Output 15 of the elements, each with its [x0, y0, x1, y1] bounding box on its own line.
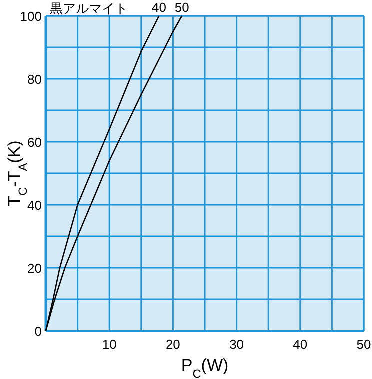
x-tick-label: 20: [166, 337, 180, 352]
x-tick-label: 10: [102, 337, 117, 352]
x-axis-title: P$_{C}$(W): [181, 356, 229, 379]
y-tick-label: 60: [28, 135, 42, 150]
y-tick-label: 0: [34, 324, 42, 339]
x-tick-label: 50: [356, 337, 372, 352]
series-label: 50: [174, 0, 190, 15]
chart-title: 黒アルマイト: [50, 1, 128, 16]
x-tick-label: 30: [230, 337, 244, 352]
series-label: 40: [152, 0, 166, 15]
x-tick-label: 40: [293, 337, 308, 352]
y-tick-label: 100: [20, 9, 42, 24]
y-tick-label: 20: [28, 261, 42, 276]
y-tick-label: 80: [28, 72, 42, 87]
y-tick-label: 40: [28, 198, 42, 213]
